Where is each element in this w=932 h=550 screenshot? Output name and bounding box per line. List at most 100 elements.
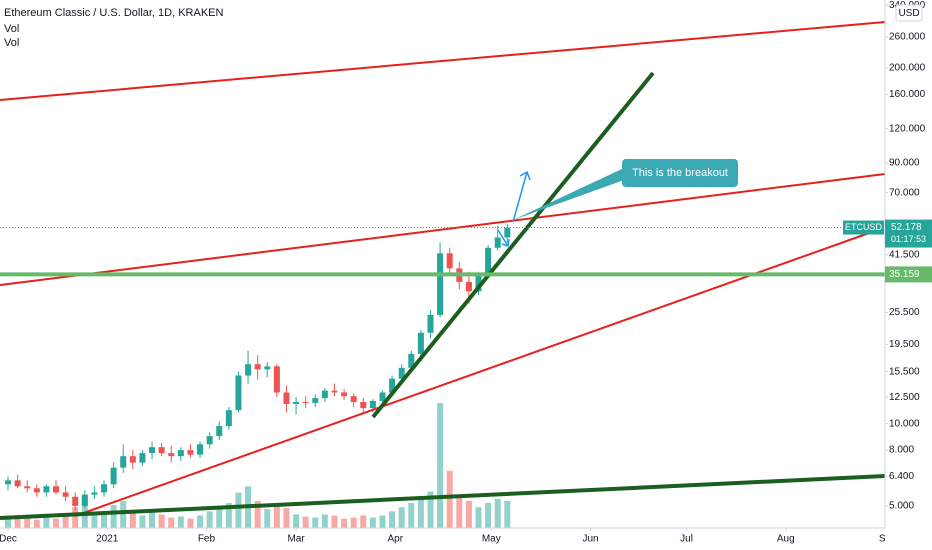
currency-label[interactable]: USD <box>898 8 919 19</box>
volume-bar <box>437 403 444 528</box>
candle-body <box>331 390 338 393</box>
y-tick-label: 41.500 <box>889 249 920 260</box>
volume-bar <box>446 470 453 528</box>
candle-body <box>264 366 271 370</box>
candle-body <box>504 227 511 238</box>
volume-bar <box>408 503 415 528</box>
candle-body <box>398 367 405 379</box>
candle-body <box>158 447 165 454</box>
price-label: 52.178 <box>891 222 922 233</box>
volume-bar <box>5 515 12 528</box>
volume-bar <box>91 512 98 528</box>
symbol-tag <box>843 220 884 235</box>
volume-bar <box>427 491 434 528</box>
candle-body <box>187 450 194 455</box>
candle-body <box>149 447 156 454</box>
trend-line <box>0 474 885 520</box>
y-tick-label: 19.500 <box>889 339 920 350</box>
candle-body <box>129 456 136 463</box>
candle-body <box>408 353 415 368</box>
volume-bar <box>168 517 175 528</box>
candle-body <box>168 453 175 457</box>
drawings: This is the breakout <box>0 21 885 520</box>
volume-bar <box>197 515 204 528</box>
candle-body <box>485 247 492 275</box>
volume-bar <box>302 516 309 528</box>
volume-bar <box>110 505 117 528</box>
volume-bar <box>417 498 424 528</box>
candle-body <box>81 494 88 506</box>
y-tick-label: 70.000 <box>889 187 920 198</box>
trend-line <box>74 231 873 517</box>
x-tick-label: May <box>482 534 501 545</box>
volume-bar <box>149 512 156 528</box>
y-tick-label: 260.000 <box>889 32 926 43</box>
candle-body <box>494 237 501 248</box>
volume-bar <box>475 507 482 528</box>
volume-bar <box>235 492 242 528</box>
volume-bar <box>350 517 357 528</box>
candle-body <box>5 480 12 485</box>
candle-body <box>177 450 184 457</box>
candle-body <box>24 486 31 489</box>
candle-body <box>72 496 79 506</box>
y-tick-label: 15.500 <box>889 366 920 377</box>
x-tick-label: Dec <box>0 534 17 545</box>
candle-body <box>245 364 252 376</box>
candle-body <box>283 392 290 404</box>
volume-bar <box>360 515 367 528</box>
candle-body <box>465 281 472 292</box>
candle-body <box>53 486 60 493</box>
trend-line <box>371 71 655 419</box>
volume-bar <box>62 514 69 528</box>
volume-bar <box>293 514 300 528</box>
candle-body <box>341 392 348 397</box>
y-tick-label: 12.500 <box>889 392 920 403</box>
candle-body <box>312 398 319 403</box>
volume-bar <box>24 517 31 528</box>
volume-bar <box>456 496 463 528</box>
callout-box <box>622 159 738 187</box>
y-tick-label: 160.000 <box>889 89 926 100</box>
candle-body <box>43 486 50 493</box>
volume-bar <box>465 500 472 528</box>
candle-body <box>321 390 328 399</box>
chart-title: Ethereum Classic / U.S. Dollar, 1D, KRAK… <box>4 7 224 19</box>
volume-bar <box>158 514 165 528</box>
candle-body <box>110 467 117 485</box>
candle-body <box>139 453 146 463</box>
y-tick-label: 8.000 <box>889 445 914 456</box>
volume-bar <box>33 519 40 528</box>
callout-pointer <box>513 168 624 220</box>
volume-bar <box>369 517 376 528</box>
candle-body <box>475 274 482 292</box>
volume-bar <box>273 505 280 528</box>
volume-bar <box>225 503 232 528</box>
y-tick-label: 10.000 <box>889 418 920 429</box>
x-tick-label: Mar <box>287 534 305 545</box>
candle-body <box>235 375 242 411</box>
arrow <box>512 170 531 223</box>
y-tick-label: 25.500 <box>889 307 920 318</box>
candle-body <box>360 401 367 409</box>
volume-bar <box>504 500 511 528</box>
candle-body <box>254 364 261 370</box>
candle-body <box>417 332 424 354</box>
currency-badge[interactable] <box>895 4 923 22</box>
x-tick-label: Jul <box>680 534 693 545</box>
symbol-label: ETCUSD <box>845 222 883 232</box>
volume-bar <box>53 518 60 528</box>
candle-body <box>101 484 108 493</box>
volume-bar <box>43 516 50 528</box>
volume-bar <box>494 498 501 528</box>
volume-bar <box>283 508 290 528</box>
y-tick-label: 6.400 <box>889 471 914 482</box>
volume-bar <box>129 511 136 528</box>
volume-bar <box>341 518 348 528</box>
volume-bar <box>206 511 213 528</box>
candle-body <box>62 492 69 497</box>
volume-bar <box>139 515 146 528</box>
volume-bar <box>312 517 319 528</box>
candle-body <box>216 426 223 437</box>
